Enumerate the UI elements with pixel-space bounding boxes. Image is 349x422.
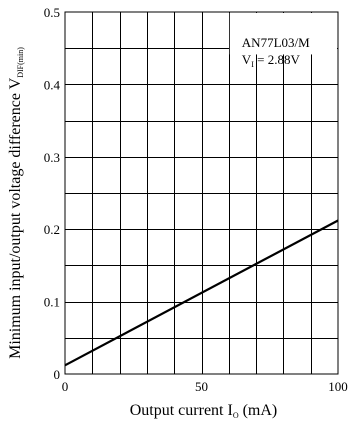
x-tick-label: 100 [328, 379, 348, 394]
plot-frame [64, 11, 339, 375]
y-axis-title-subscript: DIF(min) [16, 47, 25, 78]
y-tick-label: 0.5 [44, 5, 60, 20]
y-axis-title: Minimum input/output voltage difference … [7, 47, 25, 359]
legend-model: AN77L03/M [242, 35, 310, 50]
x-tick-label: 0 [62, 379, 69, 394]
series-group [64, 219, 339, 367]
y-axis-title-main: Minimum input/output voltage difference … [7, 77, 24, 359]
y-tick-label: 0.4 [44, 77, 61, 92]
y-tick-label: 0.2 [44, 222, 60, 237]
y-tick-label: 0.3 [44, 150, 60, 165]
legend-box [229, 13, 337, 55]
legend-v-value: = 2.88V [254, 52, 301, 67]
grid [65, 12, 338, 374]
y-tick-labels: 0 0.1 0.2 0.3 0.4 0.5 [44, 5, 61, 382]
legend-v-subscript: I [251, 60, 254, 69]
x-tick-label: 50 [195, 379, 208, 394]
x-axis-title-subscript: O [233, 411, 239, 420]
y-tick-label: 0.1 [44, 295, 60, 310]
y-tick-label: 0 [54, 367, 61, 382]
legend-v-label: V [242, 52, 252, 67]
x-axis-title: Output current IO (mA) [130, 402, 278, 420]
x-tick-labels: 0 50 100 [62, 379, 348, 394]
series-line [64, 219, 339, 367]
legend-input-voltage: VI = 2.88V [242, 52, 301, 69]
x-axis-title-unit: (mA) [239, 402, 278, 419]
x-axis-title-main: Output current I [130, 402, 233, 419]
legend: AN77L03/M VI = 2.88V [229, 13, 337, 69]
